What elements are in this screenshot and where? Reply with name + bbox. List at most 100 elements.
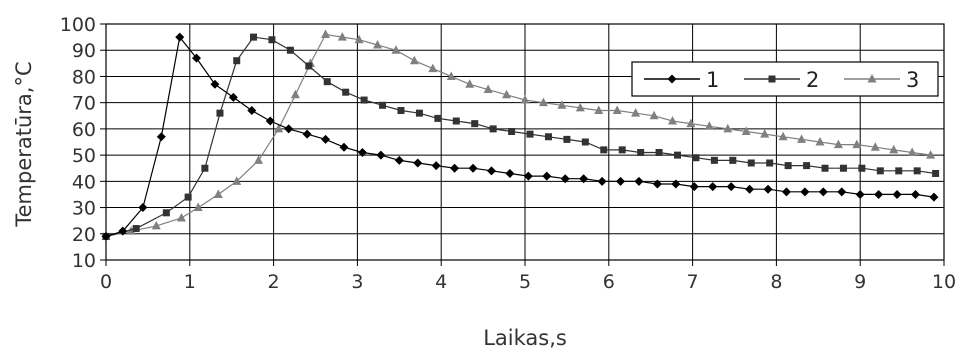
series-2-point (581, 138, 589, 146)
series-2-point (618, 146, 626, 154)
series-3-point (409, 55, 419, 65)
series-2-point (821, 164, 829, 172)
series-1-point (708, 182, 718, 192)
y-tick-label: 40 (72, 171, 96, 193)
series-1-point (357, 147, 367, 157)
series-3-point (649, 110, 659, 120)
series-2-point (876, 167, 884, 175)
series-1-point (339, 142, 349, 152)
series-2-point (637, 148, 645, 156)
series-3-point (446, 71, 456, 80)
series-1-point (911, 189, 921, 199)
x-tick-label: 5 (519, 271, 531, 293)
legend-item: 3 (844, 68, 919, 92)
y-axis-title: Temperatūra,°C (12, 61, 36, 227)
series-3-point (797, 134, 807, 143)
series-2-point (803, 162, 811, 170)
series-2-point (655, 148, 663, 156)
legend-label: 1 (706, 68, 719, 92)
series-2-point (784, 162, 792, 170)
series-3 (101, 29, 936, 240)
series-3-point (760, 129, 770, 138)
series-1-point (486, 166, 496, 176)
legend-marker (768, 75, 776, 83)
legend-label: 2 (806, 68, 819, 92)
series-3-point (428, 63, 438, 73)
series-2-point (544, 133, 552, 141)
series-1-point (247, 106, 257, 116)
series-3-point (290, 89, 300, 99)
x-tick-labels: 0 1 2 3 4 5 6 7 8 9 10 (100, 271, 956, 293)
series-3-point (612, 105, 622, 115)
series-3-point (538, 97, 548, 107)
series-2-point (216, 109, 224, 117)
x-tick-label: 1 (184, 271, 196, 293)
series-1-point (560, 174, 570, 184)
series-1-point (265, 116, 275, 126)
x-tick-label: 10 (932, 271, 956, 293)
series-3-point (232, 176, 242, 185)
series-1-point (671, 179, 681, 189)
series-3-point (391, 45, 401, 54)
y-tick-label: 30 (72, 198, 96, 220)
series-1-point (579, 174, 589, 184)
series-1-point (874, 189, 884, 199)
series-2-point (268, 36, 276, 44)
series-2-point (201, 164, 209, 172)
series-1-point (376, 150, 386, 160)
series-3-point (483, 84, 493, 94)
series-2-point (305, 62, 313, 70)
series-3-point (723, 123, 733, 133)
series-3-point (213, 189, 223, 198)
series-3-point (778, 131, 788, 141)
series-3-point (337, 32, 347, 41)
series-1-point (210, 79, 220, 89)
series-2-point (415, 109, 423, 117)
series-3-point (631, 108, 641, 117)
series-2-point (249, 33, 257, 41)
series-2-point (162, 209, 170, 217)
series-3-point (852, 139, 862, 149)
series-3-point (833, 139, 843, 149)
series-1-point (284, 124, 294, 134)
series-3-point (274, 123, 284, 133)
series-3-point (321, 29, 331, 38)
series-2-point (397, 107, 405, 115)
y-tick-labels: 10 20 30 40 50 60 70 80 90 100 (60, 14, 96, 272)
series-3-point (907, 147, 917, 156)
series-1-point (892, 189, 902, 199)
series-2-point (600, 146, 608, 154)
series-2-point (913, 167, 921, 175)
series-1-point (228, 92, 238, 102)
series-1-point (634, 176, 644, 186)
series-3-point (686, 118, 696, 128)
series-3-point (176, 213, 186, 222)
series-3-point (502, 89, 512, 99)
series-1-point (413, 158, 423, 168)
series-1-point (616, 176, 626, 186)
y-tick-label: 20 (72, 224, 96, 246)
series-1-point (855, 189, 865, 199)
series-1-point (542, 171, 552, 181)
series-3-point (193, 202, 203, 212)
series-3-point (741, 126, 751, 136)
x-tick-label: 8 (770, 271, 782, 293)
series-2-point (184, 193, 192, 201)
series-1-point (394, 155, 404, 165)
series-1-point (523, 171, 533, 181)
series-layer (101, 29, 940, 241)
x-tick-label: 3 (351, 271, 363, 293)
series-2-point (132, 225, 140, 233)
x-tick-label: 9 (854, 271, 866, 293)
legend: 1 2 3 (631, 61, 939, 97)
x-tick-label: 7 (687, 271, 699, 293)
legend-marker (867, 74, 877, 83)
series-2-point (766, 159, 774, 167)
series-1-point (597, 176, 607, 186)
series-3-point (520, 95, 530, 104)
series-3-point (254, 155, 264, 164)
series-1-point (118, 226, 128, 236)
series-3-point (354, 34, 364, 44)
